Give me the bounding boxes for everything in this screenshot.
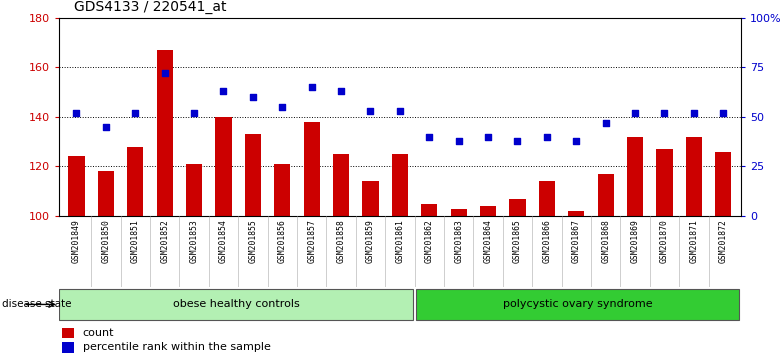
Point (158, 70, 171, 76)
Text: polycystic ovary syndrome: polycystic ovary syndrome (503, 299, 652, 309)
Text: GSM201870: GSM201870 (660, 219, 669, 263)
Point (217, 88, 230, 94)
Point (688, 110, 700, 116)
Bar (157, 50, 172, 216)
Point (100, 124, 112, 130)
Point (452, 138, 465, 143)
Bar (303, 122, 320, 216)
Point (717, 110, 729, 116)
Text: GSM201852: GSM201852 (160, 219, 169, 263)
Text: GSM201872: GSM201872 (719, 219, 728, 263)
Bar (186, 164, 202, 216)
Bar (539, 181, 555, 216)
Text: GSM201855: GSM201855 (249, 219, 257, 263)
Point (423, 134, 435, 139)
Text: GSM201866: GSM201866 (543, 219, 551, 263)
Bar (68, 156, 85, 216)
Bar (451, 209, 466, 216)
Point (71, 110, 82, 116)
Point (511, 138, 524, 143)
Bar (245, 134, 261, 216)
Point (629, 110, 641, 116)
FancyBboxPatch shape (59, 289, 413, 320)
Text: GSM201865: GSM201865 (513, 219, 522, 263)
Text: GSM201859: GSM201859 (366, 219, 375, 263)
Bar (127, 147, 143, 216)
Bar (98, 171, 114, 216)
Bar (597, 174, 614, 216)
Bar (421, 204, 437, 216)
Bar (392, 154, 408, 216)
Point (246, 94, 259, 100)
Bar (715, 152, 731, 216)
Point (481, 134, 494, 139)
Text: GSM201850: GSM201850 (101, 219, 111, 263)
Bar (510, 199, 525, 216)
Text: GDS4133 / 220541_at: GDS4133 / 220541_at (74, 0, 227, 14)
Text: GSM201871: GSM201871 (689, 219, 699, 263)
Bar (362, 181, 379, 216)
Bar (216, 117, 231, 216)
Text: count: count (82, 328, 114, 338)
Text: GSM201857: GSM201857 (307, 219, 316, 263)
Bar (274, 164, 290, 216)
Text: GSM201861: GSM201861 (395, 219, 405, 263)
Point (335, 88, 347, 94)
Point (599, 120, 612, 126)
Bar (656, 149, 673, 216)
Point (305, 84, 318, 90)
Text: GSM201858: GSM201858 (336, 219, 346, 263)
Point (276, 104, 289, 110)
Point (659, 110, 671, 116)
Text: GSM201868: GSM201868 (601, 219, 610, 263)
Text: disease state: disease state (2, 299, 71, 309)
Bar (627, 137, 643, 216)
Text: GSM201854: GSM201854 (219, 219, 228, 263)
FancyBboxPatch shape (416, 289, 739, 320)
Text: obese healthy controls: obese healthy controls (173, 299, 300, 309)
Point (540, 134, 553, 139)
Bar (686, 137, 702, 216)
Text: GSM201864: GSM201864 (484, 219, 492, 263)
Text: GSM201867: GSM201867 (572, 219, 581, 263)
Point (394, 108, 406, 114)
Text: percentile rank within the sample: percentile rank within the sample (82, 342, 270, 352)
Text: GSM201853: GSM201853 (190, 219, 198, 263)
Text: GSM201851: GSM201851 (131, 219, 140, 263)
Bar (480, 206, 496, 216)
Text: GSM201869: GSM201869 (630, 219, 640, 263)
Bar (333, 154, 349, 216)
Bar (568, 211, 584, 216)
Text: GSM201863: GSM201863 (454, 219, 463, 263)
Bar (62, 342, 74, 353)
Bar (62, 328, 74, 338)
Point (187, 110, 200, 116)
Text: GSM201856: GSM201856 (278, 219, 287, 263)
Point (364, 108, 376, 114)
Text: GSM201862: GSM201862 (425, 219, 434, 263)
Point (570, 138, 583, 143)
Point (129, 110, 141, 116)
Text: GSM201849: GSM201849 (72, 219, 81, 263)
